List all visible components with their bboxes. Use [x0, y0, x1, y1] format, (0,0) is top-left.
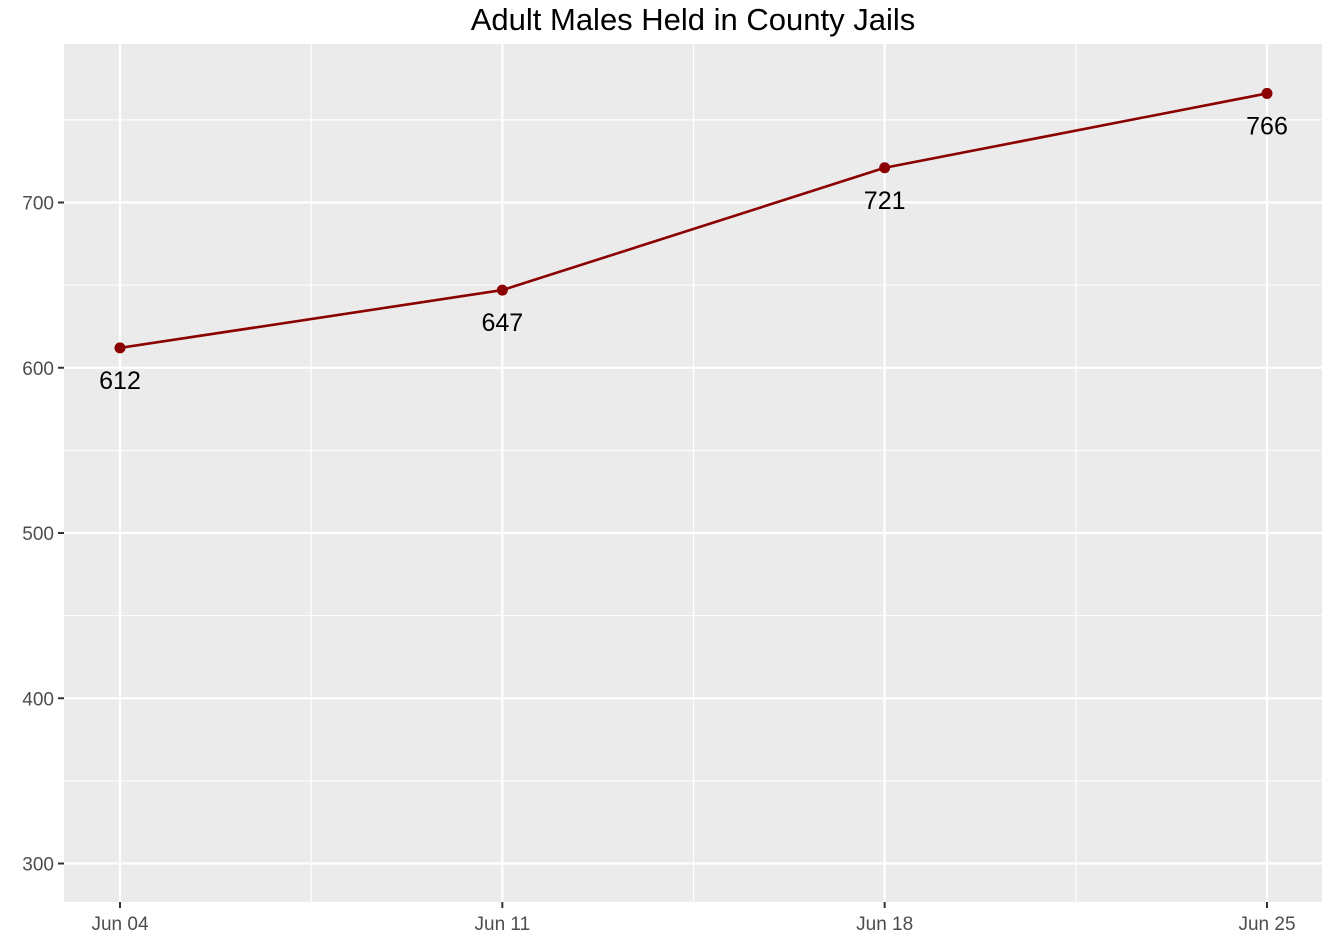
x-tick-label: Jun 25 [1238, 914, 1295, 935]
data-labels: 612 647 721 766 [99, 112, 1288, 394]
y-tick-label: 700 [22, 194, 54, 215]
data-point [879, 162, 891, 174]
major-gridlines [64, 44, 1322, 902]
series-layer [114, 87, 1273, 354]
data-point [1261, 87, 1273, 99]
x-tick-label: Jun 04 [91, 914, 148, 935]
y-tick-label: 400 [22, 689, 54, 710]
data-label: 766 [1246, 112, 1288, 140]
y-tick-label: 600 [22, 359, 54, 380]
minor-gridlines [64, 44, 1322, 902]
series-line [119, 92, 1268, 350]
data-point [114, 342, 126, 354]
data-label: 721 [864, 187, 906, 215]
y-axis: 300 400 500 600 700 [22, 194, 64, 876]
data-label: 647 [481, 309, 523, 337]
x-axis: Jun 04 Jun 11 Jun 18 Jun 25 [91, 902, 1296, 935]
y-tick-label: 500 [22, 524, 54, 545]
chart-title: Adult Males Held in County Jails [470, 2, 916, 37]
x-tick-label: Jun 11 [475, 914, 531, 935]
y-tick-label: 300 [22, 855, 54, 876]
x-tick-label: Jun 18 [856, 914, 913, 935]
data-point [496, 284, 508, 296]
data-label: 612 [99, 367, 141, 395]
